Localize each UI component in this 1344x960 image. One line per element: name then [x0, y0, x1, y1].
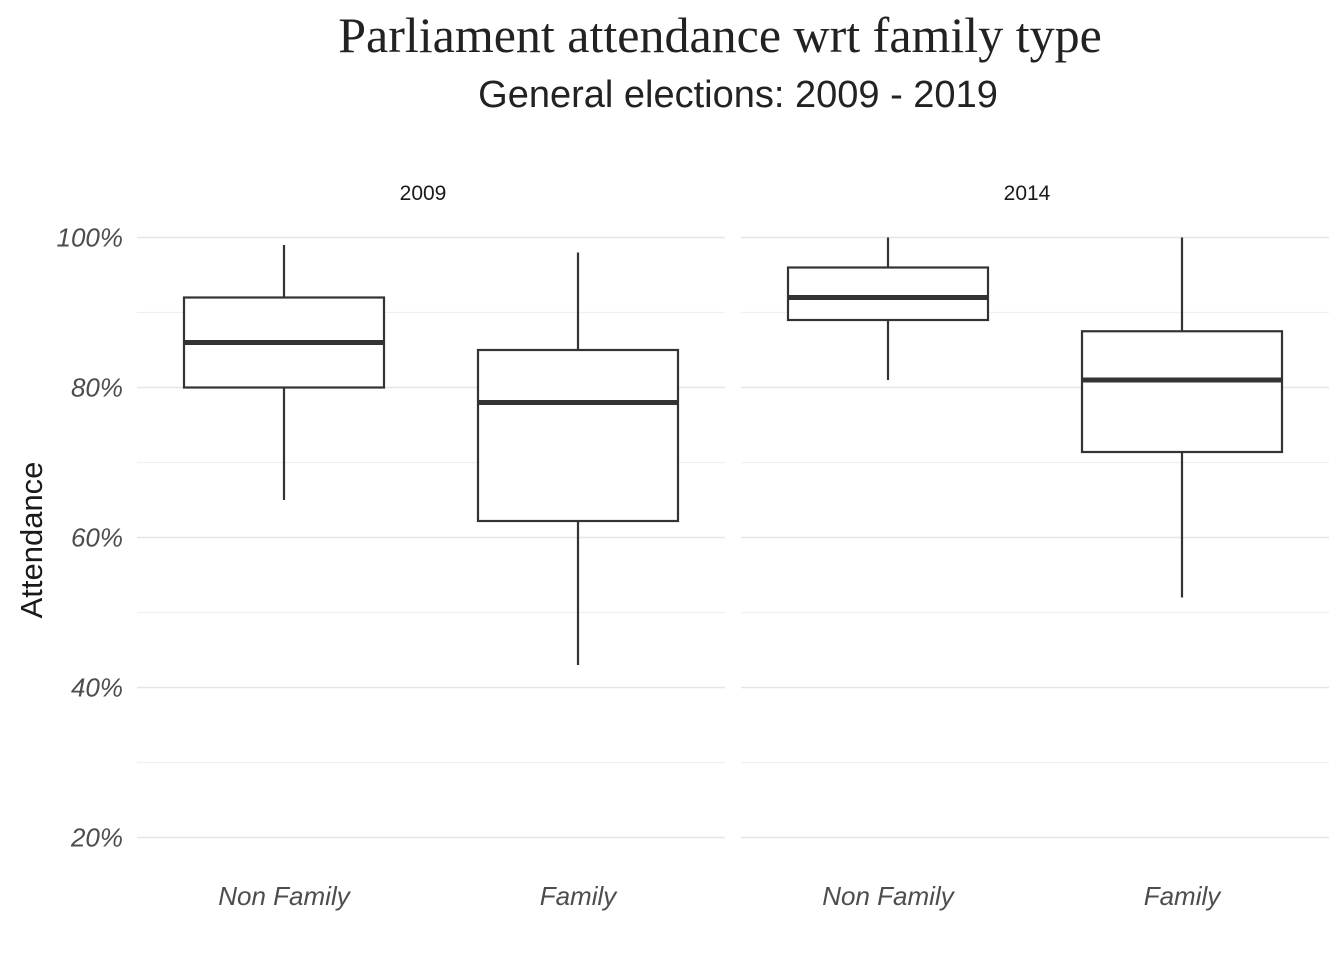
y-tick-label: 40%: [71, 673, 123, 703]
box-family: [476, 252, 680, 665]
iqr-box: [476, 348, 680, 523]
iqr-box: [786, 266, 990, 322]
x-tick-label: Family: [540, 881, 619, 911]
y-axis-title: Attendance: [14, 462, 49, 619]
chart-subtitle: General elections: 2009 - 2019: [478, 74, 998, 116]
iqr-box: [1080, 330, 1284, 454]
facet-strip-label: 2009: [400, 182, 447, 205]
facet-strip-label: 2014: [1004, 182, 1051, 205]
box-family: [1080, 237, 1284, 598]
box-non-family: [182, 245, 386, 500]
chart-title: Parliament attendance wrt family type: [338, 7, 1102, 63]
x-tick-label: Non Family: [218, 881, 351, 911]
y-tick-label: 80%: [71, 373, 123, 403]
y-tick-label: 100%: [57, 223, 124, 253]
x-tick-label: Family: [1144, 881, 1223, 911]
facet-panel-2014: 2014 Non Family Family: [741, 182, 1329, 911]
y-tick-label: 60%: [71, 523, 123, 553]
facet-panel-2009: 2009 Non Family Family: [137, 182, 725, 911]
x-tick-label: Non Family: [822, 881, 955, 911]
box-non-family: [786, 237, 990, 380]
y-tick-label: 20%: [70, 823, 123, 853]
